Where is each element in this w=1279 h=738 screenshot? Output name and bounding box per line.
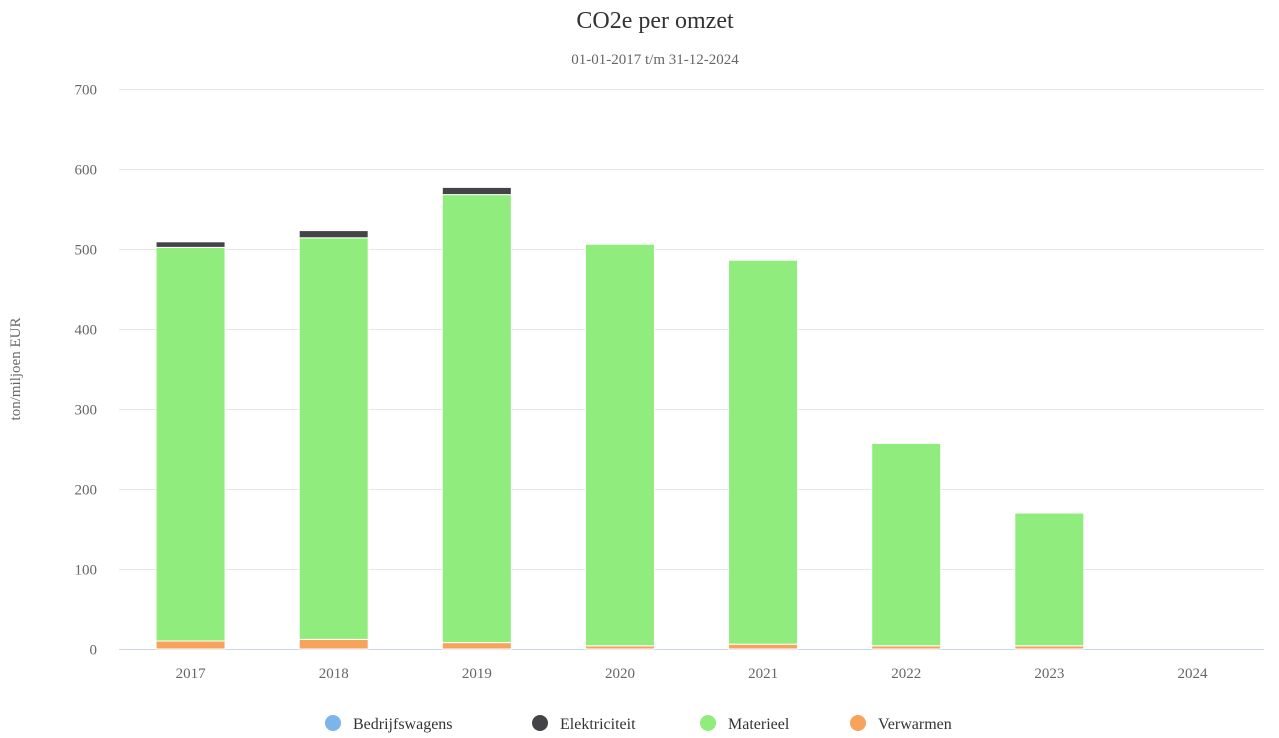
bar-segment[interactable] xyxy=(441,194,512,644)
bar-segment[interactable] xyxy=(298,237,369,640)
bar-segment[interactable] xyxy=(728,643,799,650)
legend-marker xyxy=(850,715,866,731)
y-tick-label: 500 xyxy=(75,243,98,259)
legend: Bedrijfswagens Elektriciteit Materieel Verw… xyxy=(325,715,952,733)
x-tick-label: 2017 xyxy=(176,666,207,682)
chart-title: CO2e per omzet xyxy=(576,8,734,34)
bar-segment[interactable] xyxy=(155,640,226,650)
y-tick-label: 0 xyxy=(90,643,98,659)
legend-item[interactable]: Materieel xyxy=(700,715,790,733)
y-tick-label: 100 xyxy=(75,563,98,579)
grid-layer: 0 100 200 300 400 500 600 700 xyxy=(75,83,1264,659)
x-tick-label: 2024 xyxy=(1177,666,1208,682)
legend-label: Materieel xyxy=(728,716,790,733)
chart-subtitle: 01-01-2017 t/m 31-12-2024 xyxy=(571,52,739,68)
y-tick-label: 600 xyxy=(75,163,98,179)
bar-segment[interactable] xyxy=(871,442,942,647)
legend-marker xyxy=(325,715,341,731)
y-tick-label: 200 xyxy=(75,483,98,499)
legend-marker xyxy=(532,715,548,731)
bar-segment[interactable] xyxy=(1014,512,1085,647)
bar-segment[interactable] xyxy=(298,230,369,239)
x-tick-label: 2020 xyxy=(605,666,635,682)
y-tick-label: 400 xyxy=(75,323,98,339)
x-tick-label: 2022 xyxy=(891,666,921,682)
legend-item[interactable]: Elektriciteit xyxy=(532,715,636,733)
bar-segment[interactable] xyxy=(155,241,226,248)
y-tick-label: 300 xyxy=(75,403,98,419)
x-tick-label: 2023 xyxy=(1034,666,1064,682)
bar-segment[interactable] xyxy=(584,243,655,647)
legend-label: Bedrijfswagens xyxy=(353,716,453,733)
y-axis-title: ton/miljoen EUR xyxy=(8,318,24,421)
bar-segment[interactable] xyxy=(441,186,512,196)
bar-segment[interactable] xyxy=(155,246,226,642)
x-tick-label: 2019 xyxy=(462,666,492,682)
legend-item[interactable]: Bedrijfswagens xyxy=(325,715,453,733)
y-tick-label: 700 xyxy=(75,83,98,99)
legend-item[interactable]: Verwarmen xyxy=(850,715,952,733)
bar-segment[interactable] xyxy=(728,259,799,645)
bars-layer xyxy=(155,186,1085,650)
x-axis-ticks: 2017 2018 2019 2020 2021 2022 2023 2024 xyxy=(176,666,1208,682)
bar-segment[interactable] xyxy=(441,642,512,650)
legend-label: Elektriciteit xyxy=(560,716,636,733)
x-tick-label: 2021 xyxy=(748,666,778,682)
legend-label: Verwarmen xyxy=(878,716,952,733)
legend-marker xyxy=(700,715,716,731)
bar-segment[interactable] xyxy=(298,638,369,650)
x-tick-label: 2018 xyxy=(319,666,349,682)
